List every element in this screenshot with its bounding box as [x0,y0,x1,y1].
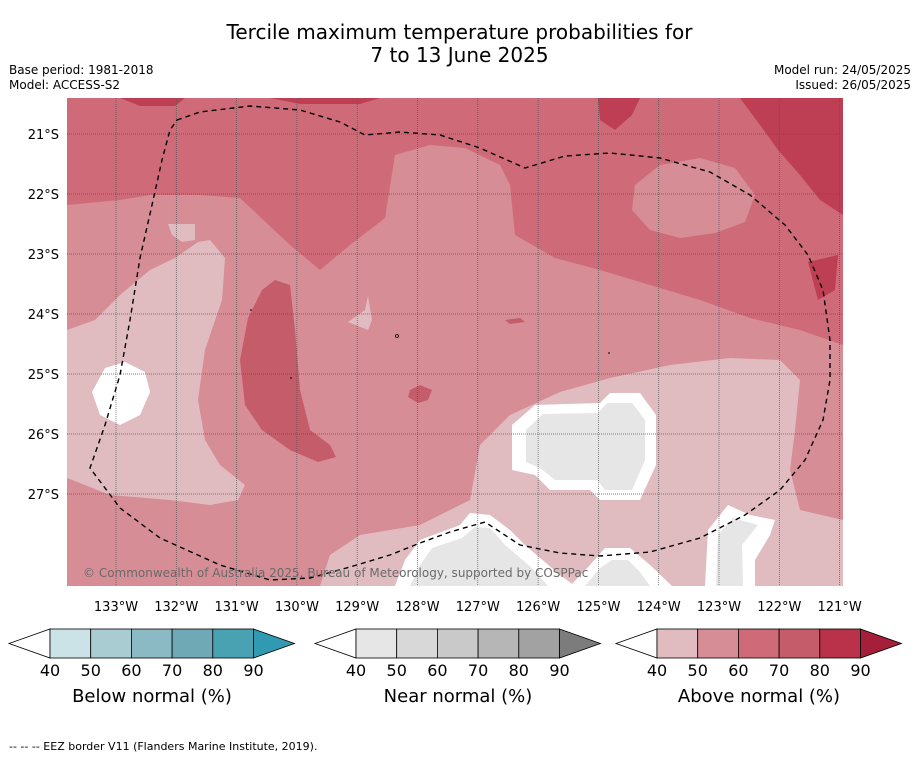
field-above-60-dot [408,385,432,403]
lon-axis-labels: 133°W 132°W 131°W 130°W 129°W 128°W 127°W 126°W… [94,600,862,615]
field-white-west [92,362,150,425]
colorbar-segment [819,628,861,659]
colorbar-tick-label: 70 [769,661,789,680]
colorbar-tick-label: 50 [387,661,407,680]
colorbar-tick-label: 60 [728,661,748,680]
colorbar-tick-label: 80 [810,661,830,680]
legend-title-below: Below normal (%) [72,686,232,707]
lat-label: 27°S [28,488,59,503]
field-near-normal-south [410,527,548,586]
colorbar-segment [778,628,821,659]
footer-note: -- -- -- EEZ border V11 (Flanders Marine… [9,740,318,753]
colorbar-tick-label: 40 [346,661,366,680]
lat-label: 24°S [28,308,59,323]
colorbar-tick-label: 80 [203,661,223,680]
colorbar-tick-label: 90 [243,661,263,680]
colorbar-tick-label: 70 [468,661,488,680]
lat-label: 21°S [28,128,59,143]
lat-axis-labels: 21°S 22°S 23°S 24°S 25°S 26°S 27°S [28,128,59,503]
colorbar-segment [518,628,560,659]
colorbar-segment [49,628,92,659]
colorbar-segment [212,628,254,659]
lon-label: 123°W [697,600,741,615]
colorbar-tick-label: 90 [850,661,870,680]
colorbar-segment [656,628,699,659]
legend-title-near: Near normal (%) [383,686,533,707]
colorbar-tick-label: 50 [688,661,708,680]
field-above-40-west [67,240,245,505]
colorbar-max-extend [559,628,602,659]
lat-label: 26°S [28,428,59,443]
colorbar-segment [355,628,398,659]
colorbar-min-extend [7,628,51,659]
colorbar-segment [130,628,173,659]
lon-label: 126°W [516,600,560,615]
colorbar-tick-label: 70 [162,661,182,680]
colorbar-tick-label: 60 [121,661,141,680]
copyright-text: © Commonwealth of Australia 2025, Bureau… [83,566,588,580]
field-above-60-dot2 [505,318,525,324]
field-above-60-strip [240,280,336,462]
legends: 40 50 60 70 80 90 40 50 60 70 80 90 40 50 60 70 80 90 [7,628,903,680]
field-above-80-n [598,98,640,130]
base-period-text: Base period: 1981-2018 [9,63,154,77]
meta-right: Model run: 24/05/2025 Issued: 26/05/2025 [774,63,911,93]
lon-label: 125°W [576,600,620,615]
lon-label: 133°W [94,600,138,615]
gridlines [67,98,843,586]
field-above-50-ne-oval [632,158,755,238]
meta-left: Base period: 1981-2018 Model: ACCESS-S2 [9,63,154,93]
chart-title-line2: 7 to 13 June 2025 [370,43,549,67]
issued-text: Issued: 26/05/2025 [795,78,911,92]
lon-label: 122°W [757,600,801,615]
colorbar-max-extend [860,628,903,659]
colorbar-tick-label: 40 [647,661,667,680]
field-above-40-spot2 [348,296,372,330]
lon-label: 129°W [335,600,379,615]
lon-label: 124°W [637,600,681,615]
colorbar-segment [90,628,132,659]
colorbar-segment [697,628,739,659]
legend-title-above: Above normal (%) [677,686,841,707]
lon-label: 131°W [215,600,259,615]
lon-label: 128°W [395,600,439,615]
field-above-80-nw [120,98,185,106]
lat-label: 23°S [28,248,59,263]
model-text: Model: ACCESS-S2 [9,78,121,92]
lon-label: 130°W [275,600,319,615]
eez-border [89,105,831,581]
colorbar-segment [396,628,438,659]
lon-label: 121°W [818,600,862,615]
colorbar-min-extend [614,628,658,659]
colorbar-tick-label: 80 [509,661,529,680]
colorbar-max-extend [253,628,296,659]
colorbar-min-extend [313,628,357,659]
colorbar-tick-label: 60 [427,661,447,680]
probability-field [67,98,843,586]
field-near-normal-south2 [585,560,650,586]
colorbar-segment [477,628,520,659]
lat-label: 22°S [28,188,59,203]
colorbar-tick-label: 50 [81,661,101,680]
lon-label: 127°W [456,600,500,615]
field-above-80-e [808,255,838,300]
field-near-normal-center [526,403,645,490]
field-near-normal-se [716,518,758,586]
colorbar-tick-label: 90 [549,661,569,680]
colorbar-tick-label: 40 [40,661,60,680]
lat-label: 25°S [28,368,59,383]
model-run-text: Model run: 24/05/2025 [773,63,911,77]
field-above-40-spot [168,224,195,242]
colorbar-segment [171,628,214,659]
island-mark [395,334,399,338]
field-above-80-ne [740,98,843,215]
lon-label: 132°W [154,600,198,615]
colorbar-segment [436,628,479,659]
field-above-80-n2 [270,98,380,104]
chart-title-line1: Tercile maximum temperature probabilitie… [226,20,693,44]
colorbar-segment [738,628,780,659]
